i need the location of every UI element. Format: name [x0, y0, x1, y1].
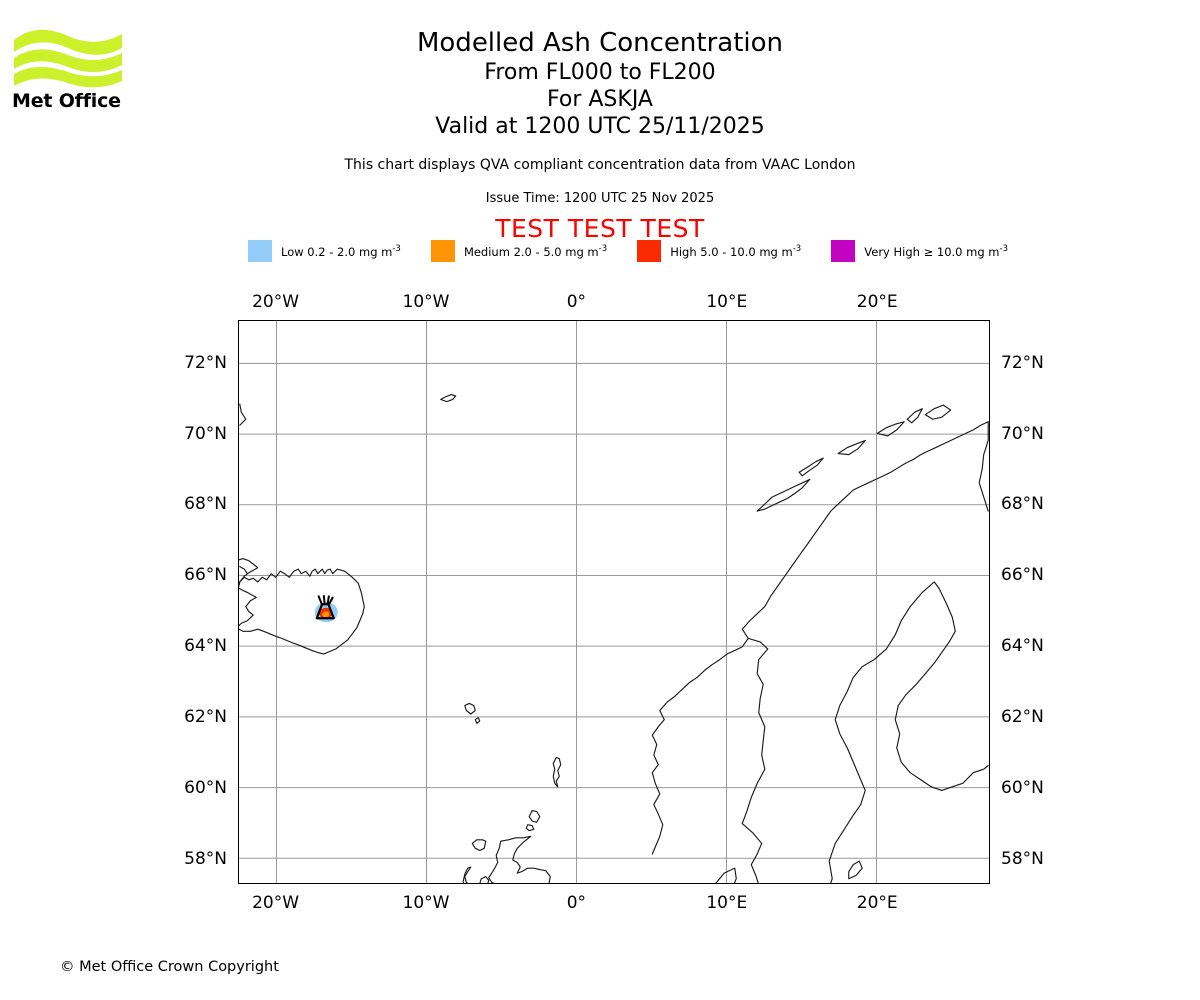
- legend-item-medium: Medium 2.0 - 5.0 mg m-3: [430, 240, 608, 262]
- issue-time-label: Issue Time: 1200 UTC 25 Nov 2025: [485, 191, 715, 206]
- lat-tick-left-64: 64°N: [184, 636, 227, 657]
- concentration-legend: Low 0.2 - 2.0 mg m-3 Medium 2.0 - 5.0 mg …: [248, 240, 1008, 262]
- test-banner: TEST TEST TEST: [495, 214, 705, 243]
- title-line-2: From FL000 to FL200: [484, 60, 716, 85]
- coastline-segment: [440, 393, 457, 403]
- lon-tick-top--20: 20°W: [252, 292, 300, 312]
- lat-tick-left-68: 68°N: [184, 494, 227, 515]
- legend-swatch-very-high: [831, 240, 856, 262]
- logo-wordmark: Met Office: [12, 90, 121, 112]
- lon-tick-top--10: 10°W: [402, 292, 450, 312]
- legend-swatch-low: [248, 240, 272, 262]
- met-office-logo: [12, 22, 132, 112]
- lon-tick-bottom-10: 10°E: [706, 893, 748, 913]
- lat-tick-right-72: 72°N: [1001, 352, 1044, 373]
- legend-label-very-high: Very High ≥ 10.0 mg m-3: [864, 243, 1008, 259]
- coastline-segment: [978, 421, 989, 512]
- lat-tick-right-60: 60°N: [1001, 778, 1044, 799]
- qva-compliance-note: This chart displays QVA compliant concen…: [344, 157, 856, 173]
- coastline-segment: [715, 867, 737, 883]
- map-plot-area[interactable]: [238, 320, 990, 884]
- coastline-segment: [894, 587, 989, 792]
- coastline-segment: [741, 637, 769, 825]
- lat-tick-left-62: 62°N: [184, 707, 227, 728]
- coastline-segment: [798, 457, 824, 477]
- title-line-1: Modelled Ash Concentration: [416, 28, 784, 58]
- lon-tick-top-20: 20°E: [856, 292, 898, 312]
- coastline-segment: [756, 478, 811, 512]
- coastline-segment: [479, 876, 490, 883]
- ash-concentration-blob: [322, 611, 330, 618]
- legend-swatch-high: [637, 240, 662, 262]
- title-line-4: Valid at 1200 UTC 25/11/2025: [435, 114, 765, 139]
- legend-label-low: Low 0.2 - 2.0 mg m-3: [281, 243, 401, 259]
- volcano-marker[interactable]: [315, 595, 335, 620]
- legend-item-high: High 5.0 - 10.0 mg m-3: [637, 240, 801, 262]
- coastline-segment: [528, 809, 541, 823]
- lat-tick-right-58: 58°N: [1001, 849, 1044, 870]
- coastline-segment: [239, 403, 247, 426]
- lon-tick-top-10: 10°E: [706, 292, 748, 312]
- volcano-icon: [322, 595, 326, 605]
- coastline-segment: [239, 566, 248, 575]
- legend-item-low: Low 0.2 - 2.0 mg m-3: [248, 240, 401, 262]
- volcano-icon: [326, 595, 330, 605]
- lat-tick-right-62: 62°N: [1001, 707, 1044, 728]
- lat-tick-right-70: 70°N: [1001, 423, 1044, 444]
- coastline-segment: [474, 717, 481, 724]
- chart-title-block: Modelled Ash Concentration From FL000 to…: [0, 28, 1200, 140]
- coastline-segment: [848, 860, 863, 880]
- lat-tick-right-68: 68°N: [1001, 494, 1044, 515]
- map-gridlines: [239, 321, 989, 883]
- legend-swatch-medium: [430, 240, 455, 262]
- lat-tick-left-70: 70°N: [184, 423, 227, 444]
- title-line-3: For ASKJA: [547, 87, 653, 112]
- coastline-segment: [471, 839, 487, 852]
- lat-tick-right-66: 66°N: [1001, 565, 1044, 586]
- lat-tick-left-60: 60°N: [184, 778, 227, 799]
- lon-tick-bottom--10: 10°W: [402, 893, 450, 913]
- lon-tick-top-0: 0°: [566, 292, 587, 312]
- coastline-segment: [924, 404, 952, 420]
- coastline-segment: [239, 568, 365, 655]
- coastline-segment: [239, 557, 259, 588]
- lon-tick-bottom-20: 20°E: [856, 893, 898, 913]
- lat-tick-left-72: 72°N: [184, 352, 227, 373]
- coastline-segment: [906, 408, 923, 424]
- lat-tick-left-58: 58°N: [184, 849, 227, 870]
- legend-label-high: High 5.0 - 10.0 mg m-3: [670, 243, 802, 259]
- volcano-icon: [317, 595, 323, 605]
- lat-tick-right-64: 64°N: [1001, 636, 1044, 657]
- lon-tick-bottom-0: 0°: [566, 893, 587, 913]
- volcano-icon: [328, 596, 334, 605]
- legend-item-very-high: Very High ≥ 10.0 mg m-3: [831, 240, 1008, 262]
- lon-tick-bottom--20: 20°W: [252, 893, 300, 913]
- coastline-segment: [741, 581, 940, 883]
- coastline-segment: [525, 824, 535, 832]
- legend-label-medium: Medium 2.0 - 5.0 mg m-3: [463, 243, 608, 259]
- coastline-segment: [488, 835, 551, 883]
- coastline-segment: [651, 421, 989, 855]
- coastline-segment: [552, 756, 562, 788]
- coastline-segment: [464, 702, 476, 715]
- copyright-footer: © Met Office Crown Copyright: [60, 959, 279, 975]
- coastline-segment: [837, 439, 866, 456]
- map-canvas: [239, 321, 989, 883]
- lat-tick-left-66: 66°N: [184, 565, 227, 586]
- coastline-segment: [462, 866, 472, 883]
- map-coastlines: [239, 393, 989, 883]
- coastline-segment: [876, 421, 905, 437]
- logo-waves-icon: [14, 29, 122, 88]
